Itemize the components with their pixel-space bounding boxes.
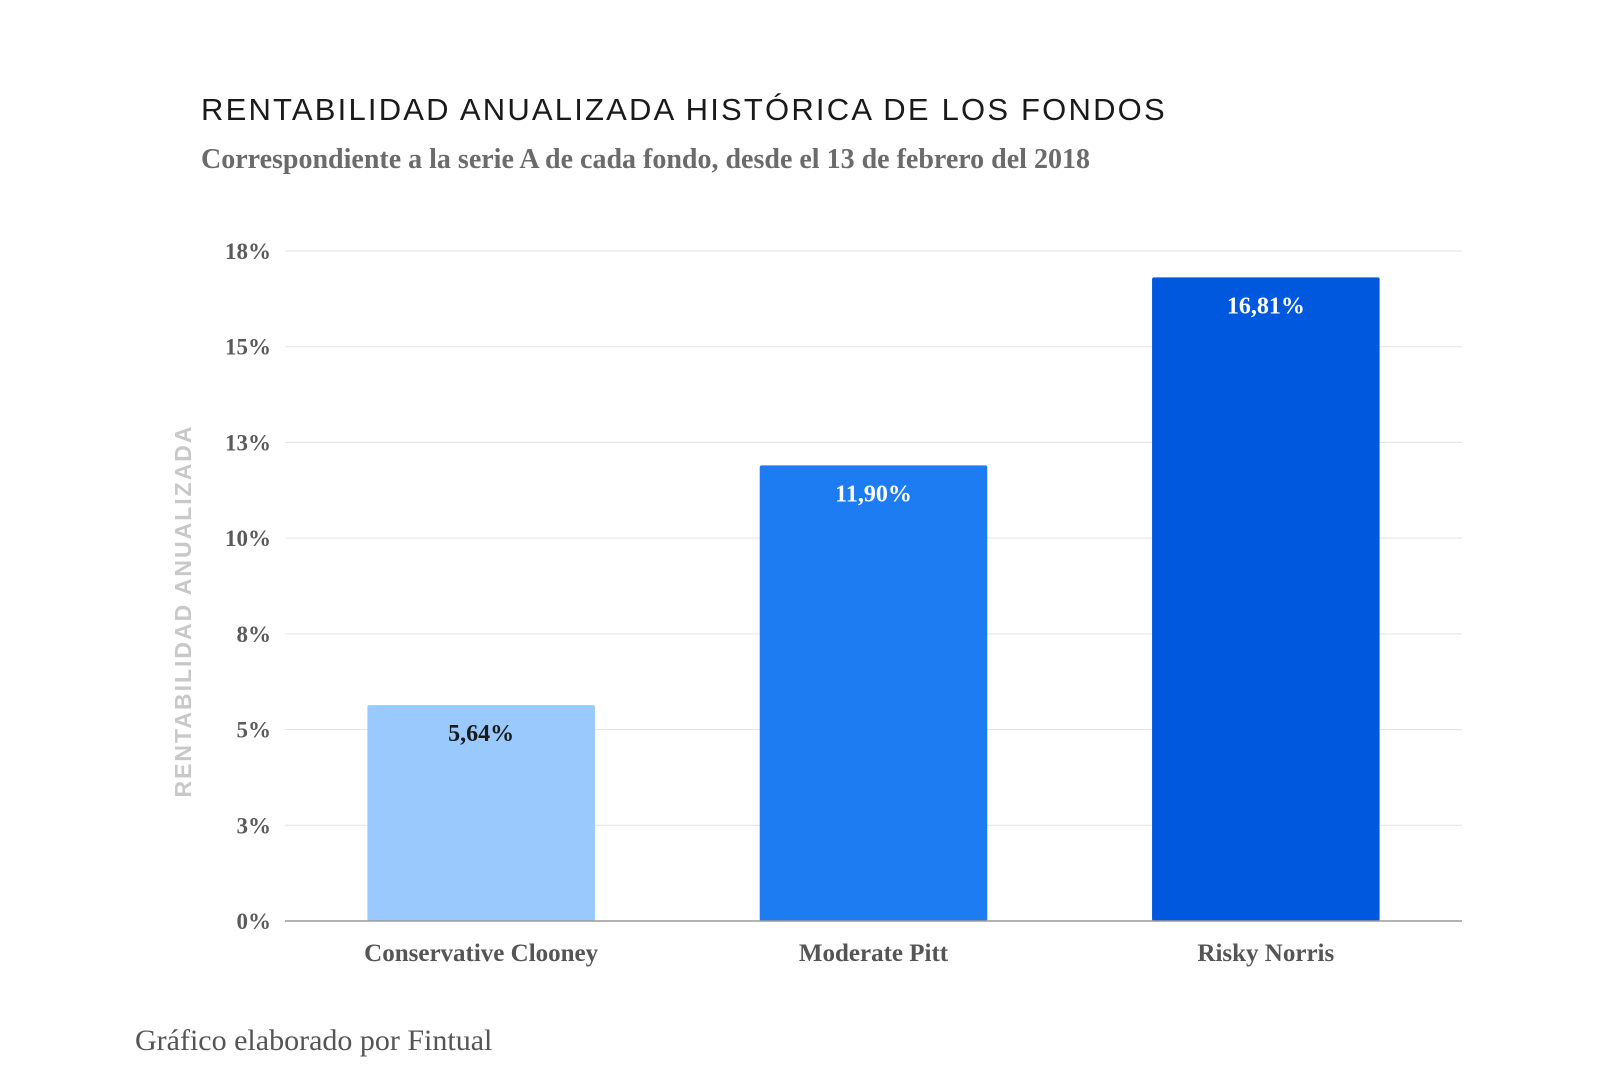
y-tick-label: 8% xyxy=(237,622,272,647)
y-tick-label: 0% xyxy=(237,909,272,934)
data-label: 11,90% xyxy=(835,481,912,507)
y-axis-title: RENTABILIDAD ANUALIZADA xyxy=(170,424,196,797)
chart-title: RENTABILIDAD ANUALIZADA HISTÓRICA DE LOS… xyxy=(201,92,1167,127)
bar-risky-norris xyxy=(1152,277,1380,922)
y-axis-ticks: 0% 3% 5% 8% 10% 13% 15% 18% xyxy=(225,239,271,934)
bars: 5,64% 11,90% 16,81% xyxy=(367,277,1380,922)
x-category-label: Conservative Clooney xyxy=(364,940,598,967)
chart-credit: Gráfico elaborado por Fintual xyxy=(135,1024,493,1057)
y-tick-label: 13% xyxy=(225,430,271,455)
x-category-label: Moderate Pitt xyxy=(799,940,949,967)
data-label: 5,64% xyxy=(448,721,514,747)
bar-conservative-clooney xyxy=(367,705,595,921)
y-tick-label: 5% xyxy=(237,718,272,743)
y-tick-label: 10% xyxy=(225,526,271,551)
x-axis-categories: Conservative Clooney Moderate Pitt Risky N… xyxy=(364,940,1334,967)
y-tick-label: 15% xyxy=(225,335,271,360)
y-tick-label: 3% xyxy=(237,813,272,838)
chart-subtitle: Correspondiente a la serie A de cada fon… xyxy=(201,144,1090,175)
y-tick-label: 18% xyxy=(225,239,271,264)
bar-moderate-pitt xyxy=(759,465,988,921)
x-category-label: Risky Norris xyxy=(1197,940,1334,967)
data-label: 16,81% xyxy=(1227,293,1305,319)
